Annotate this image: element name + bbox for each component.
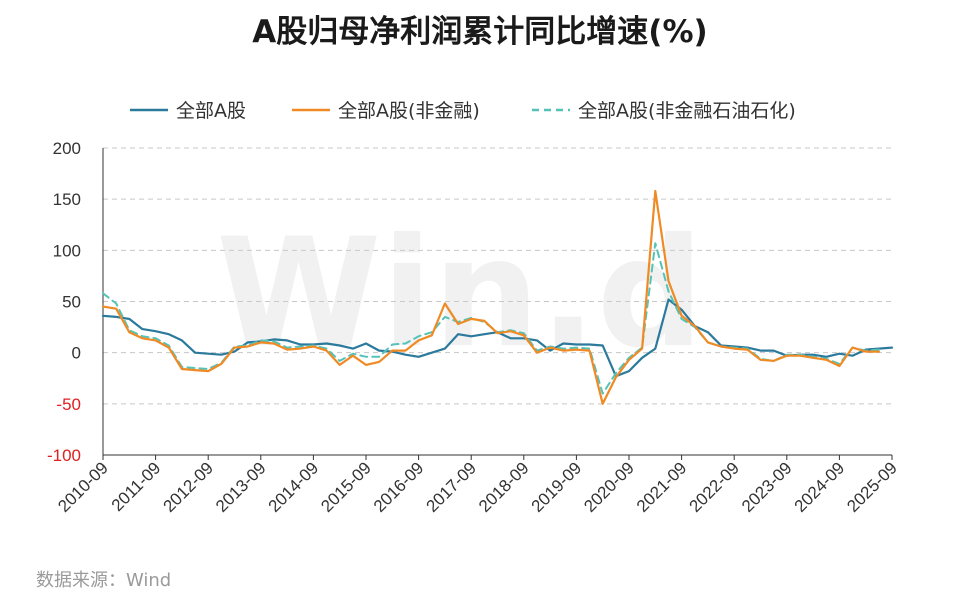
watermark: Win.d: [216, 207, 704, 381]
legend: 全部A股 全部A股(非金融) 全部A股(非金融石油石化): [130, 100, 796, 122]
y-tick-label: 0: [72, 344, 81, 363]
x-tick-label: 2017-09: [422, 458, 480, 516]
x-tick-label: 2025-09: [843, 458, 901, 516]
x-tick-label: 2021-09: [633, 458, 691, 516]
y-tick-label: 200: [53, 139, 81, 158]
y-tick-label: 50: [62, 293, 81, 312]
x-tick-label: 2024-09: [791, 458, 849, 516]
x-tick-label: 2012-09: [159, 458, 217, 516]
y-tick-label: -50: [56, 395, 81, 414]
x-tick-label: 2013-09: [212, 458, 270, 516]
x-tick-label: 2015-09: [317, 458, 375, 516]
grid: [102, 147, 892, 456]
x-tick-label: 2011-09: [108, 458, 165, 515]
source-note: 数据来源：Wind: [36, 570, 171, 591]
x-tick-label: 2016-09: [370, 458, 428, 516]
series-line-1: [101, 189, 881, 405]
chart-title: A股归母净利润累计同比增速(%): [252, 14, 707, 50]
x-tick-label: 2014-09: [265, 458, 323, 516]
x-tick-label: 2022-09: [685, 458, 743, 516]
x-axis: 2010-092011-092012-092013-092014-092015-…: [54, 455, 901, 516]
y-tick-label: 150: [53, 190, 81, 209]
series-layer: [101, 189, 894, 405]
x-tick-label: 2020-09: [580, 458, 638, 516]
legend-label-1: 全部A股(非金融): [338, 100, 480, 122]
y-axis: 200 150 100 50 0 -50 -100: [47, 139, 81, 465]
x-tick-label: 2010-09: [54, 458, 112, 516]
y-tick-label: -100: [47, 446, 81, 465]
x-tick-label: 2018-09: [475, 458, 533, 516]
x-tick-label: 2019-09: [528, 458, 586, 516]
x-tick-label: 2023-09: [738, 458, 796, 516]
legend-label-0: 全部A股: [176, 100, 246, 122]
y-tick-label: 100: [53, 241, 81, 260]
legend-label-2: 全部A股(非金融石油石化): [578, 100, 796, 122]
